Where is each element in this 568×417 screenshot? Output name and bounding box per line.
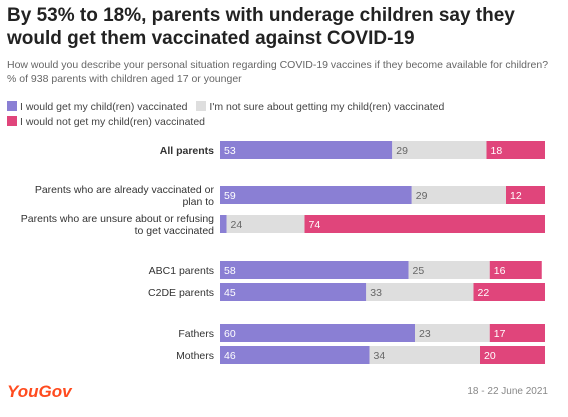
legend-swatch-yes <box>7 101 17 111</box>
bar-segment-yes <box>220 186 412 204</box>
bar-segment-yes <box>220 283 367 301</box>
category-label: Parents who are unsure about or refusing <box>21 213 214 225</box>
data-label-unsure: 23 <box>419 328 431 340</box>
category-label: Fathers <box>178 328 214 340</box>
data-label-unsure: 29 <box>416 190 428 202</box>
data-label-yes: 46 <box>224 350 236 362</box>
bar-segment-yes <box>220 346 370 364</box>
bar-segment-unsure <box>408 261 490 279</box>
chart-title: By 53% to 18%, parents with underage chi… <box>7 5 515 49</box>
legend-item-yes: I would get my child(ren) vaccinated <box>7 100 188 115</box>
legend-label-no: I would not get my child(ren) vaccinated <box>20 116 206 128</box>
survey-date: 18 - 22 June 2021 <box>467 386 548 397</box>
data-label-no: 17 <box>494 328 506 340</box>
bar-segment-no <box>473 283 545 301</box>
bar-segment-yes <box>220 324 415 342</box>
data-label-yes: 45 <box>224 287 236 299</box>
data-label-no: 74 <box>309 219 321 231</box>
legend-swatch-unsure <box>196 101 207 111</box>
data-label-no: 22 <box>478 287 490 299</box>
yougov-logo: YouGov <box>7 382 72 401</box>
data-label-no: 16 <box>494 265 506 277</box>
data-label-no: 20 <box>484 350 496 362</box>
legend-item-unsure: I'm not sure about getting my child(ren)… <box>196 100 444 115</box>
data-label-yes: 58 <box>224 265 236 277</box>
category-label: Parents who are already vaccinated or <box>35 184 215 196</box>
chart-subtitle: How would you describe your personal sit… <box>7 59 549 85</box>
bar-segment-unsure <box>411 186 506 204</box>
bar-segment-unsure <box>366 283 474 301</box>
bar-segment-no <box>304 215 545 233</box>
data-label-unsure: 34 <box>374 350 386 362</box>
data-label-yes: 53 <box>224 145 236 157</box>
bar-segment-no <box>489 261 542 279</box>
data-label-yes: 60 <box>224 328 236 340</box>
category-label: All parents <box>160 145 214 157</box>
data-label-unsure: 29 <box>396 145 408 157</box>
bar-segment-unsure <box>392 141 487 159</box>
category-label: plan to <box>182 196 214 208</box>
bar-segment-no <box>480 346 545 364</box>
bar-segment-unsure <box>369 346 480 364</box>
data-label-no: 18 <box>491 145 503 157</box>
bar-segment-no <box>486 141 545 159</box>
legend-swatch-no <box>7 116 17 126</box>
category-label: Mothers <box>176 350 214 362</box>
data-label-unsure: 25 <box>413 265 425 277</box>
category-label: to get vaccinated <box>135 225 215 237</box>
data-label-unsure: 24 <box>231 219 243 231</box>
bar-segment-no <box>489 324 545 342</box>
legend-item-no: I would not get my child(ren) vaccinated <box>7 115 205 130</box>
data-label-yes: 59 <box>224 190 236 202</box>
category-label: C2DE parents <box>148 287 214 299</box>
bar-segment-unsure <box>226 215 305 233</box>
legend: I would get my child(ren) vaccinated I'm… <box>7 100 559 130</box>
bar-segment-no <box>506 186 545 204</box>
bar-segment-yes <box>220 141 393 159</box>
bar-segment-yes <box>220 261 409 279</box>
legend-label-yes: I would get my child(ren) vaccinated <box>20 101 188 113</box>
bar-segment-unsure <box>415 324 490 342</box>
category-label: ABC1 parents <box>149 265 214 277</box>
bar-segment-yes <box>220 215 227 233</box>
legend-label-unsure: I'm not sure about getting my child(ren)… <box>209 101 445 113</box>
data-label-unsure: 33 <box>370 287 382 299</box>
data-label-no: 12 <box>510 190 522 202</box>
